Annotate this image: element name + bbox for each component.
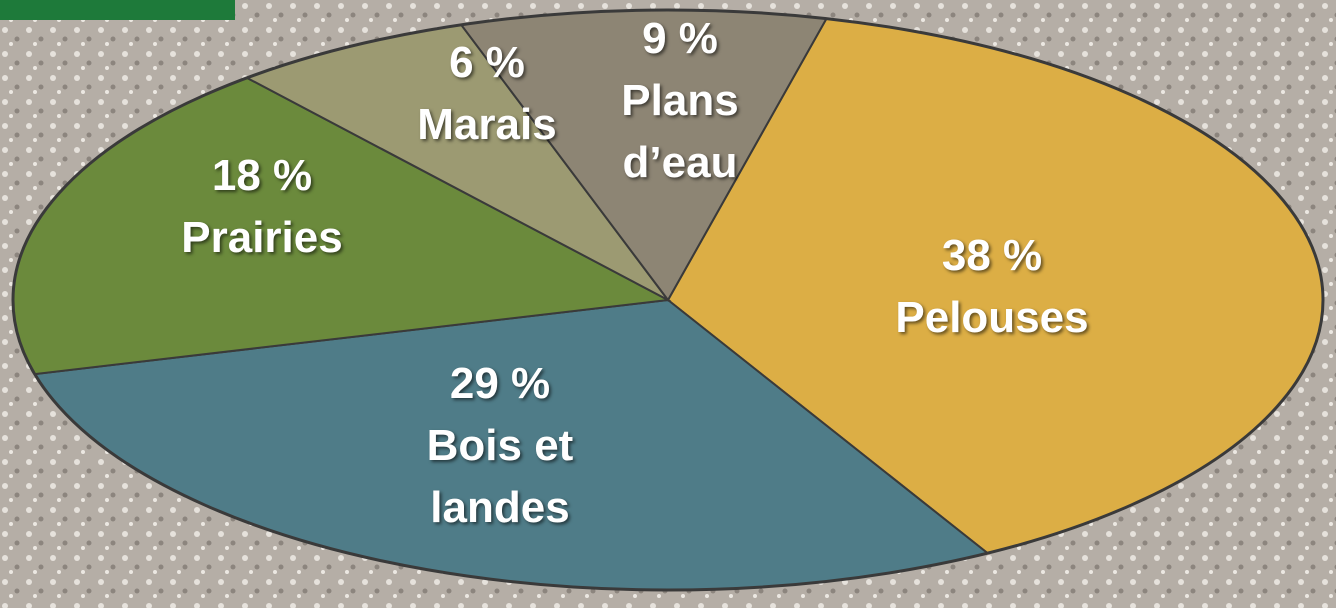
- category-label: Pelouses: [895, 293, 1089, 342]
- category-label: Prairies: [181, 213, 343, 262]
- category-label: Bois et landes: [426, 421, 574, 532]
- pie: [12, 9, 1324, 591]
- slice-label: 6 % Marais: [387, 32, 587, 156]
- header-tab: [0, 0, 235, 20]
- value-label: 29 %: [449, 359, 551, 408]
- value-label: 38 %: [941, 231, 1043, 280]
- slice-label: 9 % Plans d’eau: [605, 8, 755, 194]
- category-label: Plans d’eau: [621, 76, 739, 187]
- value-label: 6 %: [449, 38, 525, 87]
- slice-label: 18 % Prairies: [142, 145, 382, 269]
- value-label: 18 %: [211, 151, 313, 200]
- pie-outline: [11, 8, 1325, 592]
- slice-label: 29 % Bois et landes: [400, 353, 600, 539]
- value-label: 9 %: [642, 14, 718, 63]
- slice-label: 38 % Pelouses: [862, 225, 1122, 349]
- category-label: Marais: [417, 100, 557, 149]
